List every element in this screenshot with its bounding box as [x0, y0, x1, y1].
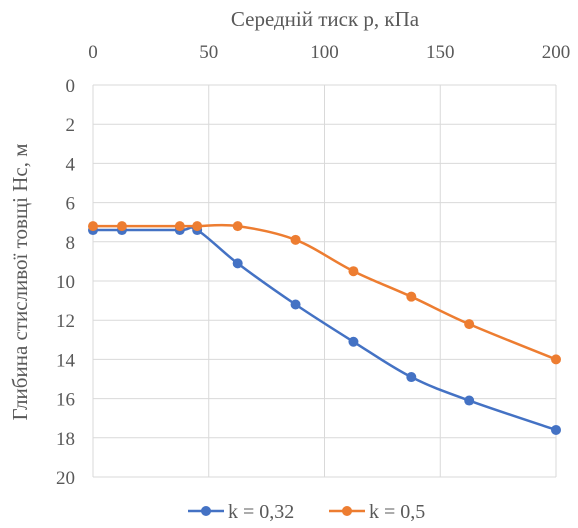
series-line	[93, 226, 557, 432]
data-point	[551, 424, 561, 435]
series-2	[88, 221, 561, 365]
y-tick-label: 20	[56, 468, 75, 489]
legend-swatch-marker	[342, 506, 352, 516]
legend: k = 0,32 k = 0,5	[188, 501, 425, 523]
y-tick-label: 0	[66, 76, 76, 97]
data-point	[88, 221, 98, 232]
data-point	[348, 336, 359, 347]
x-tick-labels: 0 50 100 150 200	[88, 42, 570, 63]
x-axis-title: Середній тиск p, кПа	[231, 7, 420, 31]
data-point	[232, 258, 243, 269]
y-tick-labels: 0 2 4 6 8 10 12 14 16 18 20	[56, 76, 76, 489]
y-tick-label: 4	[66, 154, 76, 175]
legend-swatch-marker	[201, 506, 211, 516]
legend-item-2: k = 0,5	[329, 501, 425, 523]
data-point	[290, 299, 301, 310]
y-tick-label: 14	[56, 350, 76, 371]
x-tick-label: 150	[426, 42, 455, 63]
data-point	[116, 221, 127, 232]
data-point	[464, 319, 475, 330]
y-tick-label: 6	[66, 194, 76, 215]
y-tick-label: 18	[56, 429, 75, 450]
y-tick-label: 2	[66, 115, 76, 136]
data-point	[464, 395, 475, 406]
legend-label: k = 0,32	[228, 501, 294, 523]
data-point	[406, 372, 417, 383]
y-tick-label: 10	[56, 272, 75, 293]
data-point	[348, 266, 359, 277]
data-point	[174, 221, 185, 232]
y-axis-title: Глибина стисливої товщі Hc, м	[8, 144, 32, 421]
legend-label: k = 0,5	[369, 501, 425, 523]
x-tick-label: 200	[542, 42, 571, 63]
y-tick-label: 12	[56, 311, 75, 332]
data-point	[406, 291, 417, 302]
data-point	[551, 354, 561, 365]
legend-item-1: k = 0,32	[188, 501, 294, 523]
x-tick-label: 0	[88, 42, 98, 63]
data-point	[232, 221, 243, 232]
y-tick-label: 16	[56, 390, 75, 411]
x-tick-label: 100	[310, 42, 339, 63]
x-tick-label: 50	[199, 42, 218, 63]
series-line	[93, 223, 557, 361]
data-point	[290, 234, 301, 245]
grid	[92, 84, 557, 478]
series-group	[88, 221, 561, 435]
data-point	[192, 221, 203, 232]
y-tick-label: 8	[66, 233, 76, 254]
